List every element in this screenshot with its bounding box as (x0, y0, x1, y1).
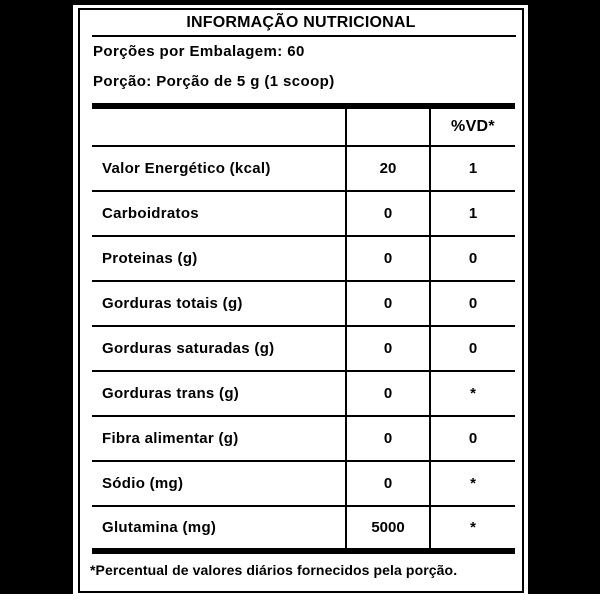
nutrition-label: INFORMAÇÃO NUTRICIONAL Porções por Embal… (78, 8, 524, 593)
nutrient-name: Gorduras saturadas (g) (92, 325, 346, 371)
nutrition-table: %VD* Valor Energético (kcal) 20 1 Carboi… (92, 103, 515, 554)
table-row: Gorduras totais (g) 0 0 (92, 280, 515, 326)
nutrient-name: Glutamina (mg) (92, 505, 346, 551)
nutrient-vd: 0 (429, 235, 515, 281)
nutrient-name: Gorduras totais (g) (92, 280, 346, 326)
table-row: Fibra alimentar (g) 0 0 (92, 415, 515, 461)
nutrient-amount: 20 (345, 145, 430, 191)
nutrient-amount: 0 (345, 460, 430, 506)
nutrient-vd: * (429, 370, 515, 416)
servings-per-package-line: Porções por Embalagem: 60 (93, 43, 305, 60)
header-vd: %VD* (429, 106, 515, 146)
table-row: Gorduras saturadas (g) 0 0 (92, 325, 515, 371)
nutrient-amount: 0 (345, 235, 430, 281)
nutrient-amount: 0 (345, 280, 430, 326)
portion-line: Porção: Porção de 5 g (1 scoop) (93, 73, 335, 90)
nutrient-vd: 0 (429, 415, 515, 461)
nutrient-amount: 0 (345, 325, 430, 371)
table-row: Sódio (mg) 0 * (92, 460, 515, 506)
nutrient-name: Proteinas (g) (92, 235, 346, 281)
nutrient-amount: 0 (345, 370, 430, 416)
header-amount (345, 106, 430, 146)
nutrient-vd: 1 (429, 145, 515, 191)
nutrient-amount: 0 (345, 190, 430, 236)
nutrient-name: Carboidratos (92, 190, 346, 236)
table-row: Glutamina (mg) 5000 * (92, 505, 515, 551)
nutrient-amount: 0 (345, 415, 430, 461)
table-row: Valor Energético (kcal) 20 1 (92, 145, 515, 191)
table-row: Gorduras trans (g) 0 * (92, 370, 515, 416)
nutrient-vd: * (429, 460, 515, 506)
label-paper: INFORMAÇÃO NUTRICIONAL Porções por Embal… (73, 5, 528, 594)
nutrient-name: Gorduras trans (g) (92, 370, 346, 416)
header-row: %VD* (92, 106, 515, 146)
label-title: INFORMAÇÃO NUTRICIONAL (186, 14, 416, 31)
title-divider (92, 35, 516, 37)
nutrient-amount: 5000 (345, 505, 430, 551)
nutrient-vd: 0 (429, 280, 515, 326)
header-nutrient (92, 106, 346, 146)
daily-value-footnote: *Percentual de valores diários fornecido… (90, 562, 458, 578)
nutrient-name: Sódio (mg) (92, 460, 346, 506)
nutrient-name: Valor Energético (kcal) (92, 145, 346, 191)
nutrient-vd: * (429, 505, 515, 551)
nutrient-vd: 0 (429, 325, 515, 371)
nutrient-name: Fibra alimentar (g) (92, 415, 346, 461)
table-row: Carboidratos 0 1 (92, 190, 515, 236)
table-row: Proteinas (g) 0 0 (92, 235, 515, 281)
nutrient-vd: 1 (429, 190, 515, 236)
